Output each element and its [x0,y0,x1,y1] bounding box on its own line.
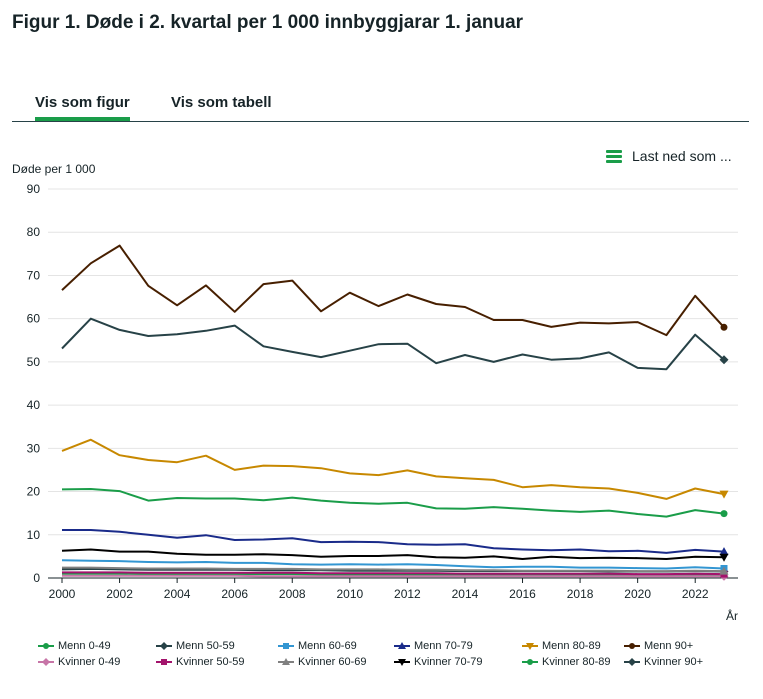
y-tick-label: 60 [27,312,41,326]
legend-label: Menn 0-49 [58,640,111,652]
x-tick-label: 2000 [49,587,76,601]
legend-label: Kvinner 70-79 [414,656,483,668]
legend-label: Menn 80-89 [542,640,601,652]
y-tick-label: 20 [27,485,41,499]
download-label: Last ned som ... [632,148,732,164]
legend-marker [398,659,406,666]
legend-symbol [38,658,54,666]
legend-label: Kvinner 90+ [644,656,704,668]
legend-marker [629,643,635,649]
series-end-marker-kvinner-70-79 [719,553,729,562]
legend-symbol [522,643,538,650]
legend-item-kvinner-50-59[interactable]: Kvinner 50-59 [156,656,245,668]
series-line-kvinner-50-59 [62,571,725,576]
series-line-menn-0-49 [62,572,724,576]
legend-symbol [156,642,172,650]
legend-item-kvinner-80-89[interactable]: Kvinner 80-89 [522,656,611,668]
legend-label: Kvinner 60-69 [298,656,367,668]
legend-label: Kvinner 80-89 [542,656,611,668]
x-tick-label: 2008 [279,587,306,601]
x-tick-label: 2004 [164,587,191,601]
series-line-kvinner-60-69 [62,566,725,573]
y-tick-label: 0 [33,571,40,585]
y-tick-label: 90 [27,182,41,196]
legend-symbol [394,659,410,666]
legend-marker [161,659,167,665]
view-tabs: Vis som figur Vis som tabell [12,94,749,122]
legend-marker [526,643,534,650]
x-tick-label: 2020 [624,587,651,601]
legend-symbol [624,643,640,649]
series-end-marker-menn-70-79 [719,547,729,556]
series-end-marker-kvinner-80-89 [720,510,728,518]
legend-marker [282,658,290,665]
legend-item-menn-90-[interactable]: Menn 90+ [624,640,693,652]
y-tick-label: 70 [27,268,41,282]
x-tick-label: 2012 [394,587,421,601]
figure-title: Figur 1. Døde i 2. kvartal per 1 000 inn… [12,12,524,33]
y-tick-label: 30 [27,441,41,455]
legend-label: Menn 50-59 [176,640,235,652]
legend-marker [42,658,50,666]
menu-icon [606,149,622,163]
legend-symbol [278,643,294,649]
series-line-kvinner-90- [61,317,725,371]
legend-symbol [522,659,538,665]
x-tick-label: 2014 [452,587,479,601]
legend-marker [43,643,49,649]
legend-symbol [624,658,640,666]
legend-marker [160,642,168,650]
legend-symbol [38,643,54,649]
legend-marker [628,658,636,666]
series-line-menn-70-79 [62,529,725,554]
legend-label: Kvinner 50-59 [176,656,245,668]
legend-label: Menn 60-69 [298,640,357,652]
legend-item-menn-60-69[interactable]: Menn 60-69 [278,640,357,652]
legend-item-kvinner-70-79[interactable]: Kvinner 70-79 [394,656,483,668]
series-line-kvinner-0-49 [62,574,724,578]
y-tick-label: 40 [27,398,41,412]
y-tick-label: 50 [27,355,41,369]
legend-item-menn-80-89[interactable]: Menn 80-89 [522,640,601,652]
x-tick-label: 2022 [682,587,709,601]
series-line-kvinner-80-89 [61,488,725,518]
legend-symbol [156,659,172,665]
series-end-marker-kvinner-60-69 [719,566,729,575]
legend-item-kvinner-0-49[interactable]: Kvinner 0-49 [38,656,120,668]
legend-label: Menn 90+ [644,640,694,652]
x-tick-label: 2006 [221,587,248,601]
tab-show-table[interactable]: Vis som tabell [171,94,272,111]
x-tick-label: 2002 [106,587,133,601]
legend-marker [527,659,533,665]
legend-item-kvinner-90-[interactable]: Kvinner 90+ [624,656,703,668]
legend-item-menn-70-79[interactable]: Menn 70-79 [394,640,473,652]
legend-item-kvinner-60-69[interactable]: Kvinner 60-69 [278,656,367,668]
legend-item-menn-50-59[interactable]: Menn 50-59 [156,640,235,652]
series-line-menn-80-89 [61,438,725,500]
legend-label: Menn 70-79 [414,640,473,652]
legend-symbol [278,658,294,665]
series-line-menn-60-69 [61,559,725,570]
series-line-kvinner-70-79 [61,548,725,560]
tab-show-figure[interactable]: Vis som figur [35,94,130,121]
legend-marker [398,642,406,649]
y-tick-label: 80 [27,225,41,239]
legend-marker [283,643,289,649]
series-end-marker-menn-80-89 [719,490,729,499]
x-tick-label: 2016 [509,587,536,601]
x-axis-label: År [726,608,738,623]
legend-item-menn-0-49[interactable]: Menn 0-49 [38,640,111,652]
legend-label: Kvinner 0-49 [58,656,121,668]
x-tick-label: 2010 [336,587,363,601]
download-button[interactable]: Last ned som ... [606,148,732,164]
series-end-marker-menn-90- [720,323,728,331]
y-tick-label: 10 [27,528,41,542]
legend-symbol [394,642,410,649]
series-line-menn-90- [61,244,725,337]
y-axis-label: Døde per 1 000 [12,162,96,176]
series-end-marker-kvinner-90- [719,355,729,365]
x-tick-label: 2018 [567,587,594,601]
